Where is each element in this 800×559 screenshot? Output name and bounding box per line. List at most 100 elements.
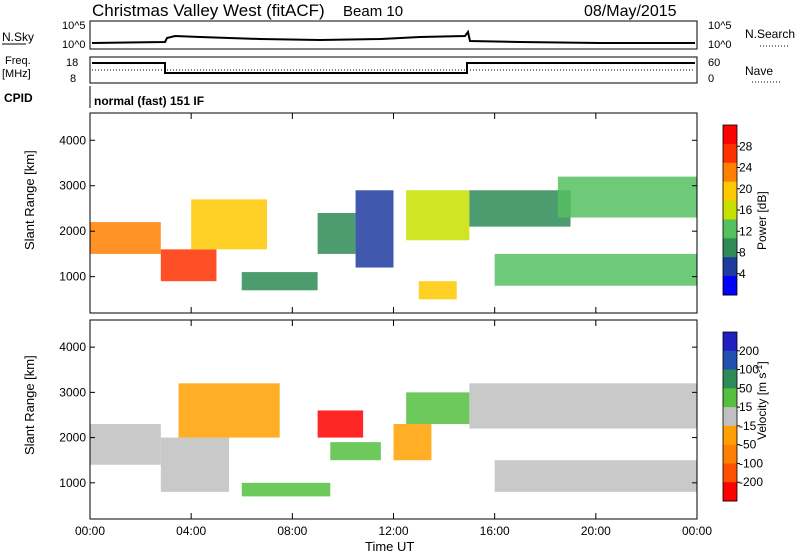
- colorbar-tick-label: -200: [739, 475, 763, 489]
- echo-band-10: [557, 176, 697, 218]
- freq-label-line1: Freq.: [5, 55, 31, 67]
- colorbar-tick-label: -50: [739, 438, 757, 452]
- y-tick-label: 4000: [59, 340, 86, 354]
- noise-left-tick-top: 10^5: [62, 20, 86, 32]
- cpid-row: CPID normal (fast) 151 IF: [4, 86, 204, 108]
- echo-band-4: [317, 410, 364, 438]
- x-tick-label: 00:00: [682, 524, 712, 538]
- power-colorbar: 4 8 12 16 20 24 28: [722, 124, 753, 296]
- colorbar-segment: [723, 388, 737, 408]
- echo-band-2: [178, 383, 280, 438]
- y-tick-label: 2000: [59, 224, 86, 238]
- colorbar-tick-label: -100: [739, 456, 763, 470]
- echo-band-8: [469, 383, 697, 429]
- echo-band-7: [418, 281, 457, 300]
- colorbar-tick-label: 15: [739, 400, 753, 414]
- colorbar-tick-label: 100: [739, 363, 759, 377]
- x-tick-label: 16:00: [480, 524, 510, 538]
- echo-band-5: [355, 190, 394, 268]
- y-tick-label: 1000: [59, 476, 86, 490]
- station-title: Christmas Valley West (fitACF): [92, 1, 325, 20]
- y-tick-label: 1000: [59, 270, 86, 284]
- echo-band-0: [90, 424, 161, 465]
- x-tick-label: 12:00: [378, 524, 408, 538]
- freq-right-tick-top: 60: [708, 57, 720, 69]
- power-panel: 1000 2000 3000 4000: [59, 112, 698, 314]
- echo-band-1: [160, 249, 217, 282]
- colorbar-tick-label: 24: [739, 161, 753, 175]
- colorbar-tick-label: 20: [739, 182, 753, 196]
- y-tick-label: 3000: [59, 179, 86, 193]
- colorbar-tick-label: 12: [739, 224, 753, 238]
- echo-band-6: [393, 424, 432, 461]
- noise-left-tick-bottom: 10^0: [62, 39, 86, 51]
- colorbar-tick-label: 28: [739, 139, 753, 153]
- x-tick-label: 04:00: [176, 524, 206, 538]
- colorbar-segment: [723, 125, 737, 145]
- colorbar-segment: [723, 219, 737, 239]
- nsearch-label: N.Search: [745, 27, 795, 41]
- y-tick-label: 3000: [59, 385, 86, 399]
- echo-band-9: [494, 460, 697, 492]
- freq-left-tick-bottom: 8: [70, 73, 76, 85]
- colorbar-segment: [723, 143, 737, 164]
- colorbar-segment: [723, 181, 737, 202]
- echo-band-3: [241, 482, 331, 497]
- colorbar-segment: [723, 482, 737, 502]
- x-tick-label: 20:00: [581, 524, 611, 538]
- colorbar-segment: [723, 407, 737, 427]
- frequency-panel: Freq. [MHz] 18 8 60 0 Nave: [2, 55, 782, 85]
- velocity-colorbar: 200 100 50 15 -15 -50 -100 -200: [722, 331, 763, 502]
- echo-band-4: [317, 213, 356, 254]
- colorbar-segment: [723, 350, 737, 371]
- colorbar-tick-label: 200: [739, 344, 759, 358]
- noise-panel: N.Sky 10^5 10^0 10^5 10^0 N.Search: [2, 20, 795, 51]
- noise-right-tick-bottom: 10^0: [708, 39, 732, 51]
- echo-band-6: [406, 190, 470, 241]
- colorbar-segment: [723, 463, 737, 483]
- echo-band-3: [241, 272, 318, 291]
- echo-band-7: [406, 392, 470, 425]
- colorbar-segment: [723, 162, 737, 183]
- cpid-label: CPID: [4, 91, 33, 105]
- freq-left-tick-top: 18: [66, 57, 78, 69]
- velocity-colorbar-label: Velocity [m s-1]: [754, 361, 769, 440]
- date-label: 08/May/2015: [584, 3, 677, 20]
- colorbar-segment: [723, 332, 737, 352]
- colorbar-segment: [723, 444, 737, 464]
- velocity-ylabel: Slant Range [km]: [22, 355, 37, 455]
- nave-label: Nave: [745, 64, 773, 78]
- echo-band-0: [90, 222, 161, 254]
- noise-frame: [89, 20, 698, 50]
- noise-right-tick-top: 10^5: [708, 20, 732, 32]
- colorbar-segment: [723, 369, 737, 389]
- freq-frame: [89, 56, 698, 84]
- colorbar-segment: [723, 425, 737, 446]
- cpid-value: normal (fast) 151 IF: [94, 94, 204, 108]
- colorbar-tick-label: 4: [739, 267, 746, 281]
- x-axis-title: Time UT: [365, 539, 414, 554]
- x-tick-label: 00:00: [75, 524, 105, 538]
- x-tick-label: 08:00: [277, 524, 307, 538]
- velocity-panel: 1000 2000 3000 4000 00:00 04:00 08:00 12:00 16:0…: [59, 319, 712, 538]
- echo-band-2: [191, 199, 268, 250]
- echo-band-9: [494, 253, 697, 286]
- colorbar-tick-label: -15: [739, 419, 757, 433]
- beam-label: Beam 10: [343, 3, 403, 20]
- colorbar-segment: [723, 238, 737, 258]
- power-ylabel: Slant Range [km]: [22, 150, 37, 250]
- colorbar-tick-label: 8: [739, 246, 746, 260]
- colorbar-segment: [723, 200, 737, 220]
- echo-band-5: [330, 442, 381, 461]
- colorbar-frame: [722, 331, 738, 502]
- colorbar-segment: [723, 276, 737, 296]
- nsky-label: N.Sky: [2, 30, 34, 44]
- colorbar-tick-label: 50: [739, 381, 753, 395]
- echo-band-1: [160, 437, 230, 492]
- freq-label-line2: [MHz]: [2, 68, 31, 80]
- echo-band-8: [469, 190, 571, 227]
- freq-right-tick-bottom: 0: [708, 73, 714, 85]
- power-colorbar-label: Power [dB]: [755, 191, 769, 250]
